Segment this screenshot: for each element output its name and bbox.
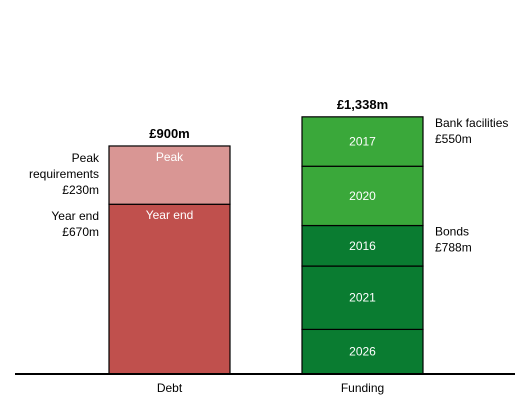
category-label-debt: Debt [157, 381, 183, 395]
segment-label-funding-2016: 2016 [349, 239, 376, 253]
annotation-line: Peak [72, 151, 100, 165]
bar-segment-debt-year-end [108, 203, 231, 375]
annotation-debt-year-end: Year end £670m [51, 209, 99, 239]
annotation-funding-2016: Bonds £788m [435, 225, 472, 255]
segment-label-debt-peak: Peak [156, 150, 184, 164]
annotation-line: Bonds [435, 225, 469, 239]
annotation-line: requirements [29, 167, 99, 181]
annotations-group: Peak requirements £230m Year end £670m Bank f… [29, 116, 508, 255]
segment-label-debt-year-end: Year end [146, 208, 194, 222]
annotation-line: £230m [62, 183, 99, 197]
bar-segment-funding-2021 [301, 265, 424, 331]
annotation-debt-peak: Peak requirements £230m [29, 151, 100, 197]
total-labels-group: £900m £1,338m [149, 97, 388, 141]
annotation-line: £550m [435, 132, 472, 146]
total-label-debt: £900m [149, 126, 189, 141]
annotation-line: £670m [62, 225, 99, 239]
segment-labels-group: Year end Peak 2026 2021 2016 2020 2017 [146, 135, 376, 359]
bar-segment-funding-2017 [301, 116, 424, 167]
annotation-line: Year end [51, 209, 99, 223]
category-labels-group: Debt Funding [157, 381, 384, 395]
segment-label-funding-2021: 2021 [349, 291, 376, 305]
segment-label-funding-2017: 2017 [349, 135, 376, 149]
bar-segment-funding-2020 [301, 165, 424, 227]
total-label-funding: £1,338m [337, 97, 388, 112]
bar-segment-debt-peak [108, 145, 231, 205]
category-label-funding: Funding [341, 381, 384, 395]
segment-label-funding-2020: 2020 [349, 189, 376, 203]
bars-group [108, 116, 424, 375]
annotation-funding-2017: Bank facilities £550m [435, 116, 508, 146]
annotation-line: Bank facilities [435, 116, 508, 130]
segment-label-funding-2026: 2026 [349, 345, 376, 359]
annotation-line: £788m [435, 241, 472, 255]
bar-segment-funding-2016 [301, 224, 424, 267]
